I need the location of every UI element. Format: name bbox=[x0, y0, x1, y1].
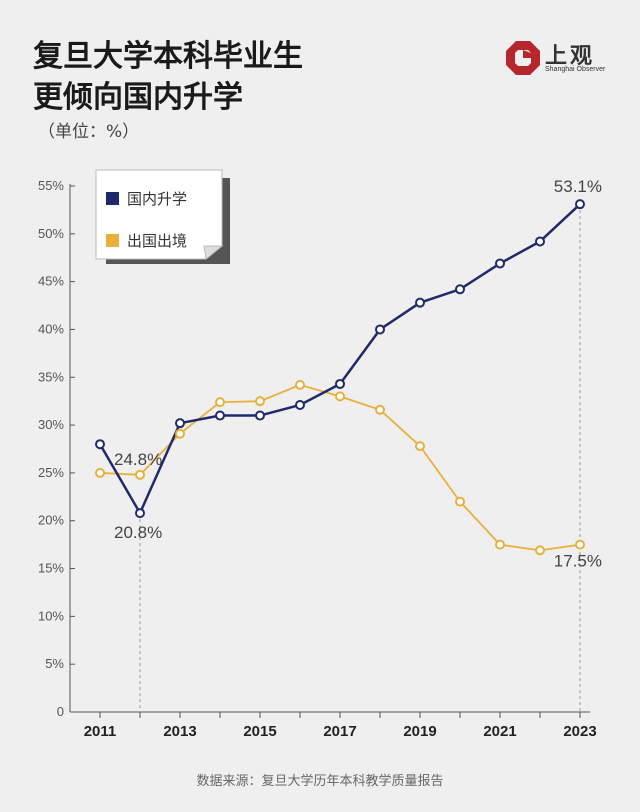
logo-subtitle: Shanghai Observer bbox=[545, 66, 606, 73]
title-line-1: 复旦大学本科毕业生 bbox=[33, 39, 303, 74]
y-tick-label: 25% bbox=[38, 465, 64, 480]
data-label: 53.1% bbox=[554, 177, 602, 196]
line-chart: 0 5% 10% 15% 20% 25% 30% 35% 40% 45% 50% 55% 2011 201… bbox=[38, 169, 602, 740]
y-tick-label: 10% bbox=[38, 608, 64, 623]
x-tick-label: 2021 bbox=[483, 723, 516, 740]
unit-label: （单位：%） bbox=[38, 122, 140, 142]
data-point-0 bbox=[335, 378, 345, 389]
data-point-1 bbox=[375, 404, 385, 415]
data-point-1 bbox=[535, 545, 545, 556]
y-tick-label: 0 bbox=[57, 704, 64, 719]
data-point-1 bbox=[455, 496, 465, 507]
data-point-0 bbox=[175, 418, 185, 429]
legend-label-1: 出国出境 bbox=[127, 232, 187, 250]
x-tick-label: 2017 bbox=[323, 723, 356, 740]
logo-mark-icon bbox=[506, 41, 540, 75]
shanghai-observer-logo: 上观 Shanghai Observer bbox=[505, 38, 615, 78]
x-tick-label: 2013 bbox=[163, 723, 196, 740]
data-point-1 bbox=[295, 379, 305, 390]
data-point-1 bbox=[175, 428, 185, 439]
data-point-0 bbox=[135, 508, 145, 519]
data-source: 数据来源：复旦大学历年本科教学质量报告 bbox=[196, 774, 444, 789]
data-label: 24.8% bbox=[114, 450, 162, 469]
data-point-0 bbox=[255, 410, 265, 421]
y-tick-label: 20% bbox=[38, 513, 64, 528]
data-point-1 bbox=[415, 441, 425, 452]
y-tick-label: 15% bbox=[38, 561, 64, 576]
legend-swatch-1 bbox=[106, 234, 119, 247]
data-point-1 bbox=[215, 397, 225, 408]
legend-fold bbox=[203, 245, 224, 260]
data-point-0 bbox=[95, 439, 105, 450]
data-point-0 bbox=[295, 400, 305, 411]
data-point-0 bbox=[535, 236, 545, 247]
y-tick-label: 55% bbox=[38, 178, 64, 193]
y-tick-label: 40% bbox=[38, 321, 64, 336]
legend-label-0: 国内升学 bbox=[127, 190, 187, 208]
data-point-1 bbox=[255, 396, 265, 407]
data-point-0 bbox=[575, 199, 585, 210]
data-point-0 bbox=[375, 324, 385, 335]
x-tick-label: 2023 bbox=[563, 723, 596, 740]
title-line-2: 更倾向国内升学 bbox=[33, 80, 243, 115]
page-title: 复旦大学本科毕业生 更倾向国内升学 bbox=[33, 36, 303, 118]
series-line-1 bbox=[99, 383, 581, 552]
data-point-1 bbox=[95, 467, 105, 478]
y-tick-label: 5% bbox=[45, 656, 64, 671]
y-tick-label: 45% bbox=[38, 274, 64, 289]
data-point-0 bbox=[455, 284, 465, 295]
data-label: 20.8% bbox=[114, 523, 162, 542]
data-point-1 bbox=[575, 539, 585, 550]
data-point-0 bbox=[415, 297, 425, 308]
y-tick-label: 35% bbox=[38, 369, 64, 384]
logo-text: 上观 bbox=[545, 44, 596, 69]
data-point-0 bbox=[495, 258, 505, 269]
y-tick-label: 30% bbox=[38, 417, 64, 432]
data-point-1 bbox=[495, 539, 505, 550]
x-tick-label: 2011 bbox=[84, 723, 117, 740]
data-label: 17.5% bbox=[554, 552, 602, 571]
data-point-1 bbox=[135, 469, 145, 480]
data-point-1 bbox=[335, 391, 345, 402]
legend-swatch-0 bbox=[106, 192, 119, 205]
data-point-0 bbox=[215, 410, 225, 421]
x-tick-label: 2019 bbox=[403, 723, 436, 740]
y-tick-label: 50% bbox=[38, 226, 64, 241]
x-tick-label: 2015 bbox=[243, 723, 276, 740]
